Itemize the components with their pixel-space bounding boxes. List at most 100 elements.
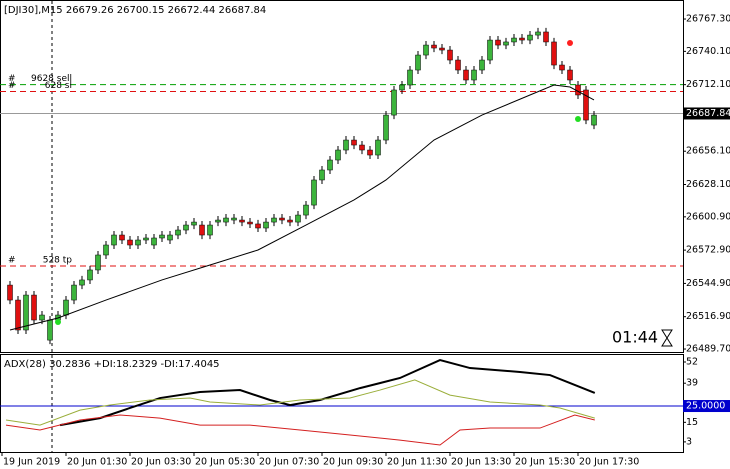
level-box	[683, 400, 730, 413]
candle-body	[407, 69, 413, 86]
candle-body	[511, 37, 517, 43]
x-tick-label: 20 Jun 15:30	[515, 457, 575, 468]
candle-body	[367, 149, 373, 156]
indicator-line	[5, 414, 595, 446]
level-label: 25.0000	[686, 401, 725, 412]
current-price-box	[683, 107, 730, 120]
candle-body	[399, 84, 405, 91]
candle-body	[391, 89, 397, 116]
candle-body	[519, 37, 525, 41]
candle-body	[327, 159, 333, 171]
order-label: 9628 sell	[31, 74, 72, 84]
y-tick-label: 26489.70	[686, 344, 730, 355]
candle-body	[463, 69, 469, 81]
x-tick-label: 20 Jun 11:30	[387, 457, 447, 468]
candle-body	[87, 269, 93, 281]
order-marker: #	[8, 256, 16, 266]
candle-body	[271, 217, 277, 223]
y-tick-label: 26572.90	[686, 245, 730, 256]
order-label: 628 sl	[45, 81, 72, 91]
y-tick-label: 26544.90	[686, 278, 730, 289]
candle-body	[167, 234, 173, 241]
candle-body	[335, 149, 341, 161]
x-tick-label: 20 Jun 01:30	[67, 457, 127, 468]
bar-timer: 01:44	[612, 328, 658, 347]
y-tick-label: 26600.90	[686, 211, 730, 222]
candle-body	[7, 284, 13, 301]
candle-body	[455, 59, 461, 71]
indicator-line	[5, 379, 595, 426]
y-tick-label: 26628.10	[686, 179, 730, 190]
x-tick-label: 20 Jun 13:30	[451, 457, 511, 468]
candle-body	[111, 234, 117, 246]
candle-body	[247, 221, 253, 225]
y-tick-label: 52	[686, 357, 698, 368]
x-tick-label: 20 Jun 03:30	[131, 457, 191, 468]
candle-body	[39, 314, 45, 321]
candle-body	[215, 219, 221, 223]
order-marker: #	[8, 81, 16, 91]
candle-body	[71, 284, 77, 301]
candle-body	[551, 41, 557, 66]
candle-body	[567, 69, 573, 81]
candle-body	[143, 237, 149, 241]
main-panel-frame	[0, 0, 684, 353]
candle-body	[303, 204, 309, 216]
candle-body	[63, 299, 69, 316]
candle-body	[23, 294, 29, 331]
candle-body	[255, 223, 261, 229]
candle-body	[447, 49, 453, 61]
candle-body	[231, 217, 237, 221]
candle-body	[183, 224, 189, 231]
x-tick-label: 20 Jun 07:30	[259, 457, 319, 468]
candle-body	[119, 234, 125, 241]
candle-body	[279, 217, 285, 221]
candle-body	[543, 31, 549, 43]
candle-body	[471, 69, 477, 81]
candle-body	[343, 139, 349, 151]
candle-body	[351, 139, 357, 146]
candle-body	[423, 44, 429, 56]
candle-body	[479, 59, 485, 71]
chart-title: [DJI30],M15 26679.26 26700.15 26672.44 2…	[4, 5, 266, 16]
candle-body	[311, 179, 317, 206]
candle-body	[527, 34, 533, 41]
indicator-line	[59, 358, 596, 427]
candle-body	[263, 221, 269, 229]
candle-body	[583, 89, 589, 121]
candle-body	[431, 44, 437, 49]
candle-body	[495, 39, 501, 46]
candle-body	[503, 41, 509, 46]
candle-body	[127, 239, 133, 246]
hourglass-icon	[661, 329, 673, 347]
signal-dot	[55, 319, 61, 326]
signal-dot	[575, 115, 581, 122]
candle-body	[135, 239, 141, 246]
x-tick-label: 20 Jun 09:30	[323, 457, 383, 468]
x-tick-label: 20 Jun 05:30	[195, 457, 255, 468]
candle-body	[151, 237, 157, 246]
candle-body	[591, 114, 597, 126]
candle-body	[199, 224, 205, 236]
candle-body	[559, 64, 565, 71]
current-price-label: 26687.84	[686, 108, 730, 119]
order-label: 528 tp	[43, 256, 73, 266]
candle-body	[415, 54, 421, 71]
candle-body	[175, 229, 181, 236]
candle-body	[375, 139, 381, 156]
candle-body	[239, 219, 245, 223]
x-tick-label: 19 Jun 2019	[3, 457, 60, 468]
candle-body	[159, 234, 165, 239]
candle-body	[15, 299, 21, 331]
candle-body	[535, 31, 541, 36]
signal-dot	[567, 40, 573, 47]
x-tick-label: 20 Jun 17:30	[579, 457, 639, 468]
candle-body	[439, 47, 445, 51]
candle-body	[191, 221, 197, 226]
candle-body	[287, 219, 293, 223]
candle-body	[47, 319, 53, 341]
candle-body	[31, 294, 37, 321]
